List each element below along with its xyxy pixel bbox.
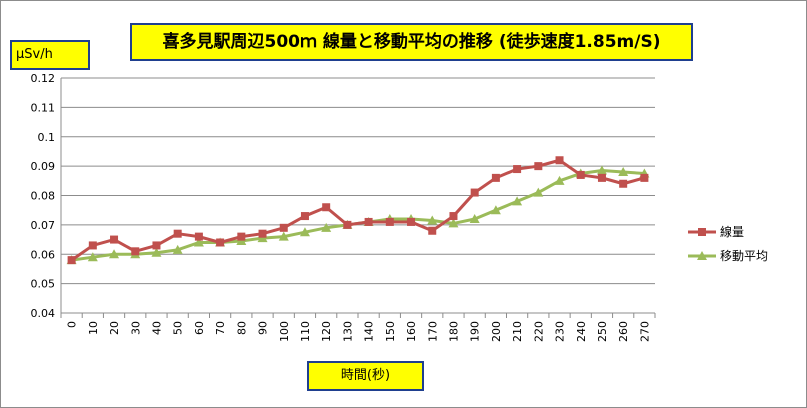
x-tick-label: 20 <box>108 321 121 335</box>
data-point <box>152 241 161 250</box>
x-tick-label: 250 <box>596 321 609 342</box>
data-point <box>364 217 373 226</box>
x-tick-label: 150 <box>384 321 397 342</box>
data-point <box>258 229 267 238</box>
legend-label: 移動平均 <box>720 249 768 263</box>
data-point <box>299 227 310 237</box>
data-point <box>151 247 162 257</box>
x-tick-label: 90 <box>257 321 270 335</box>
data-point <box>407 217 416 226</box>
legend-label: 線量 <box>720 224 744 239</box>
data-point <box>321 222 332 232</box>
x-tick-label: 130 <box>341 321 354 342</box>
x-tick-label: 230 <box>554 321 567 342</box>
x-tick-label: 80 <box>235 321 248 335</box>
data-point <box>109 249 120 259</box>
x-tick-label: 100 <box>278 321 291 342</box>
data-point <box>534 162 543 171</box>
y-tick-label: 0.11 <box>31 101 56 114</box>
data-point <box>428 226 437 235</box>
data-point <box>619 179 628 188</box>
x-tick-label: 180 <box>447 321 460 342</box>
data-point <box>576 170 585 179</box>
data-point <box>597 173 606 182</box>
x-tick-label: 50 <box>172 321 185 335</box>
data-point <box>322 203 331 212</box>
data-point <box>697 251 707 260</box>
y-tick-label: 0.04 <box>31 307 56 320</box>
x-tick-label: 30 <box>129 321 142 335</box>
data-point <box>554 175 565 185</box>
data-point <box>278 231 289 241</box>
data-point <box>469 214 480 223</box>
y-tick-label: 0.06 <box>31 248 56 261</box>
x-tick-label: 110 <box>299 321 312 342</box>
x-tick-label: 0 <box>66 321 79 328</box>
y-tick-label: 0.07 <box>31 219 56 232</box>
data-point <box>470 188 479 197</box>
data-point <box>512 196 523 206</box>
x-tick-label: 260 <box>617 321 630 342</box>
data-point <box>87 252 98 262</box>
data-point <box>237 232 246 241</box>
series-line <box>70 158 645 262</box>
x-axis-label: 時間(秒) <box>307 361 424 391</box>
data-point <box>193 237 204 247</box>
chart-title: 喜多見駅周辺500ｍ 線量と移動平均の推移 (徒歩速度1.85m/S) <box>130 23 693 61</box>
data-point <box>216 238 225 247</box>
y-tick-label: 0.05 <box>31 278 56 291</box>
data-point <box>88 241 97 250</box>
data-point <box>618 167 629 176</box>
data-point <box>131 247 140 256</box>
x-tick-label: 60 <box>193 321 206 335</box>
x-tick-label: 210 <box>511 321 524 342</box>
x-tick-label: 240 <box>575 321 588 342</box>
data-point <box>491 173 500 182</box>
y-axis-label: μSv/h <box>10 40 90 70</box>
y-tick-label: 0.1 <box>38 131 56 144</box>
x-tick-label: 270 <box>638 321 651 342</box>
x-tick-label: 200 <box>490 321 503 342</box>
x-tick-label: 170 <box>426 321 439 342</box>
data-point <box>173 229 182 238</box>
data-point <box>490 205 501 215</box>
data-point <box>194 232 203 241</box>
x-tick-label: 220 <box>532 321 545 342</box>
y-tick-label: 0.12 <box>31 72 56 85</box>
data-point <box>596 165 607 175</box>
data-point <box>449 212 458 221</box>
x-tick-label: 70 <box>214 321 227 335</box>
data-point <box>343 220 352 229</box>
data-point <box>555 156 564 165</box>
y-tick-label: 0.08 <box>31 190 56 203</box>
y-tick-label: 0.09 <box>31 160 56 173</box>
data-point <box>513 165 522 174</box>
data-point <box>533 187 544 197</box>
x-tick-label: 120 <box>320 321 333 342</box>
data-point <box>67 256 76 265</box>
data-point <box>172 244 183 254</box>
data-point <box>448 218 459 228</box>
data-point <box>279 223 288 232</box>
data-point <box>110 235 119 244</box>
x-tick-label: 10 <box>87 321 100 335</box>
x-tick-label: 160 <box>405 321 418 342</box>
data-point <box>427 215 438 225</box>
x-tick-label: 190 <box>469 321 482 342</box>
data-point <box>640 173 649 182</box>
data-point <box>385 217 394 226</box>
data-point <box>698 228 706 236</box>
x-tick-label: 40 <box>150 321 163 335</box>
x-tick-label: 140 <box>363 321 376 342</box>
data-point <box>300 212 309 221</box>
